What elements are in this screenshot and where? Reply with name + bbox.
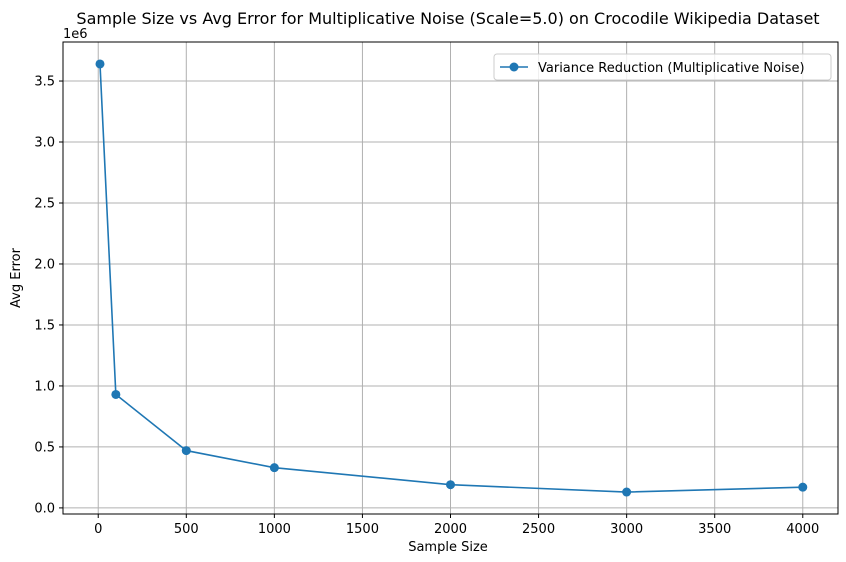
data-point (446, 480, 455, 490)
x-axis-label: Sample Size (408, 540, 488, 555)
legend: Variance Reduction (Multiplicative Noise… (493, 53, 832, 81)
data-point (622, 487, 632, 497)
series-line (99, 63, 803, 493)
grid (63, 42, 838, 514)
y-tick-label: 1.5 (34, 318, 55, 333)
legend-box (493, 53, 832, 81)
x-tick-label: 4000 (786, 522, 819, 537)
legend-label: Variance Reduction (Multiplicative Noise… (538, 61, 805, 76)
legend-marker (509, 62, 519, 72)
y-axis-label: Avg Error (9, 247, 24, 308)
x-tick-label: 2500 (522, 522, 555, 537)
x-tick-label: 3500 (698, 522, 731, 537)
y-tick-label: 3.5 (34, 75, 55, 90)
x-axis-ticks: 0 500 1000 1500 2000 2500 3000 3500 4000 (94, 514, 819, 537)
chart-title: Sample Size vs Avg Error for Multiplicat… (76, 9, 819, 28)
x-tick-label: 2000 (434, 522, 467, 537)
y-axis-ticks: 0.0 0.5 1.0 1.5 2.0 2.5 3.0 3.5 (34, 75, 63, 516)
y-tick-label: 0.0 (34, 501, 55, 516)
data-point (269, 463, 279, 473)
data-point (111, 389, 121, 399)
y-offset-text: 1e6 (63, 27, 88, 42)
y-tick-label: 0.5 (34, 440, 55, 455)
y-tick-label: 1.0 (34, 379, 55, 394)
y-tick-label: 2.0 (34, 257, 55, 272)
data-point (798, 482, 808, 492)
x-tick-label: 500 (174, 522, 199, 537)
y-tick-label: 3.0 (34, 136, 55, 151)
x-tick-label: 3000 (610, 522, 643, 537)
y-tick-label: 2.5 (34, 196, 55, 211)
x-tick-label: 0 (94, 522, 102, 537)
data-point (95, 59, 105, 69)
data-point (181, 446, 191, 456)
x-tick-label: 1500 (346, 522, 379, 537)
x-tick-label: 1000 (258, 522, 291, 537)
series-group (95, 59, 808, 497)
